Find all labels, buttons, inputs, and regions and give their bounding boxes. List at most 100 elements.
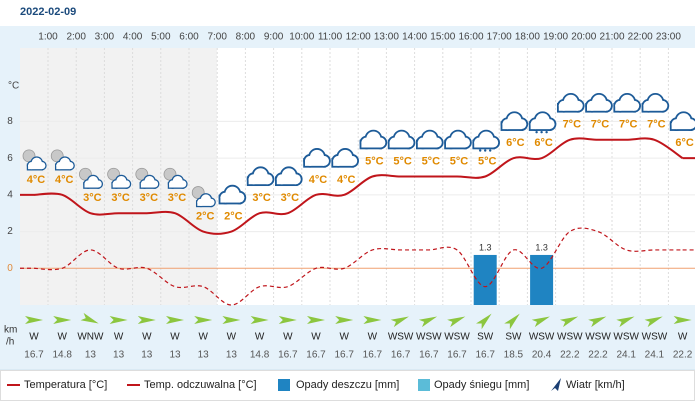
wind-arrow [673, 316, 692, 324]
legend-swatch [278, 379, 290, 391]
legend-label: Opady deszczu [mm] [296, 379, 399, 391]
hour-label: 20:00 [571, 32, 596, 43]
wind-arrow [363, 316, 382, 324]
wind-direction: WNW [77, 332, 104, 343]
temperature-label: 3°C [281, 192, 300, 204]
hour-label: 7:00 [207, 32, 227, 43]
hour-label: 13:00 [374, 32, 399, 43]
legend: Temperatura [°C] Temp. odczuwalna [°C] Opa… [7, 378, 625, 391]
temperature-label: 3°C [168, 192, 187, 204]
wind-unit: km [4, 325, 17, 336]
wind-direction: W [198, 332, 208, 343]
hour-label: 14:00 [402, 32, 427, 43]
cloud-icon [167, 174, 188, 189]
legend-label: Temperatura [°C] [24, 379, 107, 391]
cloud-icon [303, 148, 331, 168]
wind-speed: 13 [226, 350, 238, 361]
wind-direction: W [339, 332, 349, 343]
cloud-fill [558, 104, 578, 111]
cloud-fill [140, 183, 155, 188]
wind-arrow [278, 316, 297, 324]
wind-direction: WSW [585, 332, 611, 343]
wind-direction: W [368, 332, 378, 343]
y-tick-label: 0 [7, 263, 13, 274]
cloud-icon [111, 174, 132, 189]
hour-label: 1:00 [38, 32, 58, 43]
cloud-icon [274, 166, 303, 187]
cloud-fill [276, 178, 296, 185]
wind-arrow [616, 316, 635, 328]
feels-like-line [33, 227, 683, 306]
wind-arrow [194, 316, 213, 324]
temperature-label: 2°C [224, 210, 243, 222]
wind-direction: SW [477, 332, 494, 343]
hour-label: 12:00 [346, 32, 371, 43]
legend-label: Temp. odczuwalna [°C] [144, 379, 257, 391]
temperature-label: 5°C [478, 155, 497, 167]
y-tick-label: 8 [7, 116, 13, 127]
cloud-icon [218, 184, 247, 205]
wind-arrow [109, 316, 128, 324]
temperature-label: 7°C [647, 119, 666, 131]
cloud-fill [530, 123, 550, 130]
legend-label: Opady śniegu [mm] [434, 379, 529, 391]
wind-speed: 13 [198, 350, 210, 361]
wind-panel [0, 305, 695, 370]
wind-direction: W [29, 332, 39, 343]
cloud-icon [195, 193, 216, 208]
rain-drop [489, 149, 492, 152]
legend-swatch [551, 378, 561, 391]
hour-label: 18:00 [515, 32, 540, 43]
wind-arrow [559, 316, 579, 328]
wind-direction: W [114, 332, 124, 343]
wind-arrow [335, 316, 354, 324]
cloud-fill [643, 104, 663, 111]
wind-direction: W [57, 332, 67, 343]
hour-label: 10:00 [289, 32, 314, 43]
hour-label: 23:00 [656, 32, 681, 43]
y-tick-label: 2 [7, 226, 13, 237]
temperature-label: 6°C [675, 137, 694, 149]
hour-label: 5:00 [151, 32, 171, 43]
wind-arrow [53, 316, 72, 324]
wind-speed: 16.7 [334, 350, 354, 361]
cloud-fill [671, 123, 691, 130]
wind-arrow [390, 316, 409, 328]
cloud-icon [556, 92, 585, 113]
rain-drop [479, 149, 482, 152]
rain-drop [535, 130, 538, 134]
cloud-fill [28, 164, 42, 170]
cloud-icon [387, 129, 416, 150]
wind-speed: 22.2 [588, 350, 608, 361]
wind-speed: 16.7 [419, 350, 439, 361]
hour-label: 17:00 [487, 32, 512, 43]
cloud-fill [474, 141, 494, 148]
hour-header [0, 26, 695, 48]
wind-direction: W [283, 332, 293, 343]
wind-direction: W [170, 332, 180, 343]
wind-direction: WSW [444, 332, 470, 343]
temperature-label: 3°C [111, 192, 130, 204]
wind-direction: W [311, 332, 321, 343]
temperature-label: 4°C [55, 174, 74, 186]
cloud-icon [444, 129, 472, 150]
cloud-fill [305, 159, 324, 166]
wind-arrow [25, 316, 43, 324]
wind-speed: 13 [85, 350, 97, 361]
hour-label: 9:00 [264, 32, 284, 43]
cloud-fill [84, 183, 99, 188]
cloud-fill [220, 196, 240, 203]
wind-arrow [447, 316, 466, 328]
cloud-icon [26, 156, 47, 171]
hour-label: 16:00 [458, 32, 483, 43]
wind-direction: WSW [642, 332, 668, 343]
wind-speed: 16.7 [475, 350, 495, 361]
wind-speed: 14.8 [250, 350, 270, 361]
wind-speed: 24.1 [645, 350, 665, 361]
wind-arrow [250, 316, 269, 324]
wind-speed: 16.7 [391, 350, 411, 361]
temperature-label: 5°C [393, 155, 412, 167]
wind-arrow [137, 316, 156, 324]
cloud-icon [472, 129, 501, 150]
